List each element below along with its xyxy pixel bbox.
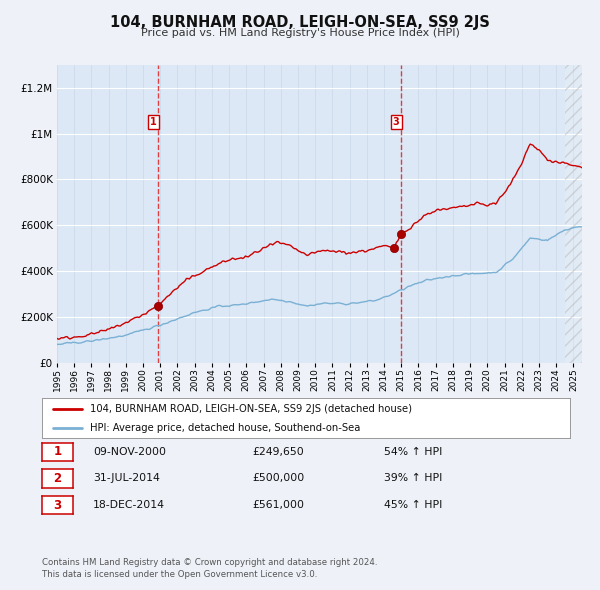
Text: 39% ↑ HPI: 39% ↑ HPI xyxy=(384,474,442,483)
Text: HPI: Average price, detached house, Southend-on-Sea: HPI: Average price, detached house, Sout… xyxy=(89,423,360,432)
Text: 104, BURNHAM ROAD, LEIGH-ON-SEA, SS9 2JS: 104, BURNHAM ROAD, LEIGH-ON-SEA, SS9 2JS xyxy=(110,15,490,30)
Text: £249,650: £249,650 xyxy=(252,447,304,457)
Text: 18-DEC-2014: 18-DEC-2014 xyxy=(93,500,165,510)
Text: Price paid vs. HM Land Registry's House Price Index (HPI): Price paid vs. HM Land Registry's House … xyxy=(140,28,460,38)
Text: £500,000: £500,000 xyxy=(252,474,304,483)
Text: 3: 3 xyxy=(53,499,62,512)
Text: Contains HM Land Registry data © Crown copyright and database right 2024.: Contains HM Land Registry data © Crown c… xyxy=(42,558,377,567)
Text: £561,000: £561,000 xyxy=(252,500,304,510)
Text: 3: 3 xyxy=(393,117,400,127)
Text: 1: 1 xyxy=(53,445,62,458)
Text: 104, BURNHAM ROAD, LEIGH-ON-SEA, SS9 2JS (detached house): 104, BURNHAM ROAD, LEIGH-ON-SEA, SS9 2JS… xyxy=(89,404,412,414)
Text: 2: 2 xyxy=(53,472,62,485)
Text: 1: 1 xyxy=(150,117,157,127)
Text: 31-JUL-2014: 31-JUL-2014 xyxy=(93,474,160,483)
Text: This data is licensed under the Open Government Licence v3.0.: This data is licensed under the Open Gov… xyxy=(42,570,317,579)
Text: 54% ↑ HPI: 54% ↑ HPI xyxy=(384,447,442,457)
Text: 09-NOV-2000: 09-NOV-2000 xyxy=(93,447,166,457)
Text: 45% ↑ HPI: 45% ↑ HPI xyxy=(384,500,442,510)
